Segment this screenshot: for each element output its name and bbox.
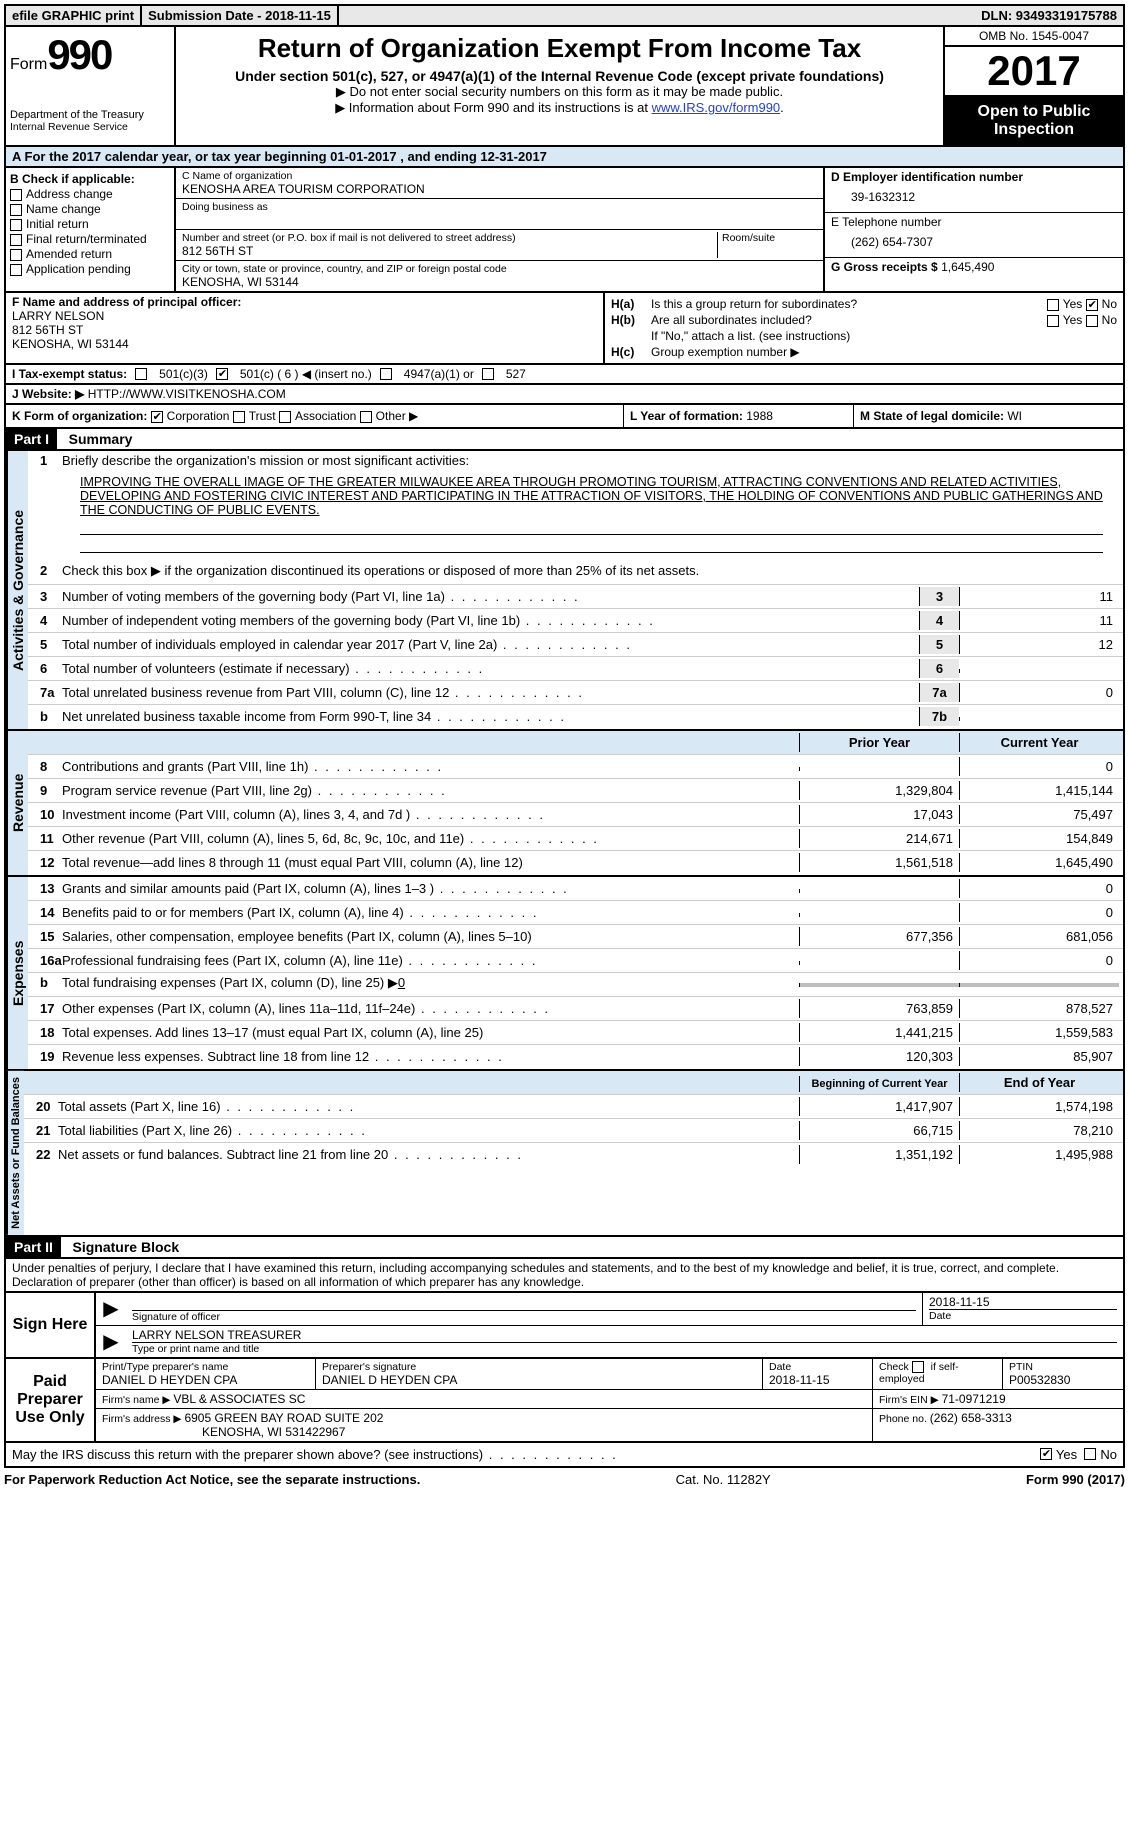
gross-receipts: 1,645,490	[941, 260, 994, 274]
row-i: I Tax-exempt status: 501(c)(3) 501(c) ( …	[4, 365, 1125, 385]
box-f: F Name and address of principal officer:…	[6, 293, 603, 363]
mission-text: IMPROVING THE OVERALL IMAGE OF THE GREAT…	[28, 475, 1123, 517]
section-revenue: Revenue Prior YearCurrent Year 8Contribu…	[4, 731, 1125, 877]
street-cell: Number and street (or P.O. box if mail i…	[176, 230, 823, 261]
sign-here-label: Sign Here	[6, 1293, 96, 1357]
note-link: ▶ Information about Form 990 and its ins…	[186, 100, 933, 116]
page-footer: For Paperwork Reduction Act Notice, see …	[4, 1468, 1125, 1491]
ein: 39-1632312	[831, 184, 1117, 210]
cb-initial-return[interactable]	[10, 219, 22, 231]
telephone: (262) 654-7307	[831, 229, 1117, 255]
dln: DLN: 93493319175788	[975, 6, 1123, 25]
dept-irs: Internal Revenue Service	[10, 121, 170, 133]
arrow-icon: ▶	[96, 1293, 126, 1325]
form-title: Return of Organization Exempt From Incom…	[186, 33, 933, 64]
blank-line	[80, 517, 1103, 535]
cb-ha-no[interactable]	[1086, 299, 1098, 311]
cb-4947[interactable]	[380, 368, 392, 380]
header-left: Form990 Department of the Treasury Inter…	[6, 27, 176, 145]
tab-revenue: Revenue	[6, 731, 28, 875]
part2-header: Part II Signature Block	[4, 1237, 1125, 1259]
paid-preparer-label: Paid Preparer Use Only	[6, 1359, 96, 1441]
row-fh: F Name and address of principal officer:…	[4, 293, 1125, 365]
box-b-title: B Check if applicable:	[10, 172, 170, 186]
efile-label: efile GRAPHIC print	[6, 6, 142, 25]
footer-mid: Cat. No. 11282Y	[676, 1472, 771, 1487]
cb-527[interactable]	[482, 368, 494, 380]
arrow-icon: ▶	[96, 1326, 126, 1357]
section-bcd: B Check if applicable: Address change Na…	[4, 168, 1125, 293]
footer-left: For Paperwork Reduction Act Notice, see …	[4, 1472, 420, 1487]
gross-cell: G Gross receipts $ 1,645,490	[825, 258, 1123, 276]
cb-discuss-no[interactable]	[1084, 1448, 1096, 1460]
city: KENOSHA, WI 53144	[182, 275, 817, 289]
blank-line	[80, 535, 1103, 553]
irs-link[interactable]: www.IRS.gov/form990	[652, 100, 781, 115]
cb-trust[interactable]	[233, 411, 245, 423]
cb-501c[interactable]	[216, 368, 228, 380]
tab-expenses: Expenses	[6, 877, 28, 1069]
dept-treasury: Department of the Treasury	[10, 109, 170, 121]
org-name-cell: C Name of organization KENOSHA AREA TOUR…	[176, 168, 823, 199]
header-center: Return of Organization Exempt From Incom…	[176, 27, 943, 145]
cb-hb-no[interactable]	[1086, 315, 1098, 327]
paid-preparer-block: Paid Preparer Use Only Print/Type prepar…	[4, 1359, 1125, 1443]
discuss-row: May the IRS discuss this return with the…	[4, 1443, 1125, 1468]
cb-final-return[interactable]	[10, 234, 22, 246]
tax-year: 2017	[945, 47, 1123, 97]
cb-ha-yes[interactable]	[1047, 299, 1059, 311]
section-expenses: Expenses 13Grants and similar amounts pa…	[4, 877, 1125, 1071]
box-h: H(a) Is this a group return for subordin…	[603, 293, 1123, 363]
cb-self-employed[interactable]	[912, 1361, 924, 1373]
omb-number: OMB No. 1545-0047	[945, 27, 1123, 47]
city-cell: City or town, state or province, country…	[176, 261, 823, 291]
ein-cell: D Employer identification number 39-1632…	[825, 168, 1123, 213]
cb-discuss-yes[interactable]	[1040, 1448, 1052, 1460]
tel-cell: E Telephone number (262) 654-7307	[825, 213, 1123, 258]
cb-name-change[interactable]	[10, 204, 22, 216]
top-bar: efile GRAPHIC print Submission Date - 20…	[4, 4, 1125, 27]
form-label: Form990	[10, 56, 111, 73]
website: HTTP://WWW.VISITKENOSHA.COM	[88, 387, 286, 401]
header-right: OMB No. 1545-0047 2017 Open to Public In…	[943, 27, 1123, 145]
box-b: B Check if applicable: Address change Na…	[6, 168, 176, 291]
row-a-tax-year: A For the 2017 calendar year, or tax yea…	[4, 147, 1125, 168]
cb-other[interactable]	[360, 411, 372, 423]
tab-governance: Activities & Governance	[6, 451, 28, 729]
org-name: KENOSHA AREA TOURISM CORPORATION	[182, 182, 817, 196]
form-header: Form990 Department of the Treasury Inter…	[4, 27, 1125, 147]
box-c: C Name of organization KENOSHA AREA TOUR…	[176, 168, 823, 291]
street: 812 56TH ST	[182, 244, 717, 258]
cb-application-pending[interactable]	[10, 264, 22, 276]
cb-amended[interactable]	[10, 249, 22, 261]
penalty-text: Under penalties of perjury, I declare th…	[4, 1259, 1125, 1293]
row-k: K Form of organization: Corporation Trus…	[4, 405, 1125, 429]
sign-here-block: Sign Here ▶ Signature of officer 2018-11…	[4, 1293, 1125, 1359]
cb-501c3[interactable]	[135, 368, 147, 380]
part1-header: Part I Summary	[4, 429, 1125, 451]
cb-hb-yes[interactable]	[1047, 315, 1059, 327]
note-ssn: ▶ Do not enter social security numbers o…	[186, 84, 933, 100]
section-net-assets: Net Assets or Fund Balances Beginning of…	[4, 1071, 1125, 1237]
box-d: D Employer identification number 39-1632…	[823, 168, 1123, 291]
open-inspection: Open to Public Inspection	[945, 97, 1123, 145]
submission-date: Submission Date - 2018-11-15	[142, 6, 339, 25]
cb-corporation[interactable]	[151, 411, 163, 423]
footer-right: Form 990 (2017)	[1026, 1472, 1125, 1487]
row-j: J Website: ▶ HTTP://WWW.VISITKENOSHA.COM	[4, 385, 1125, 405]
dba-cell: Doing business as	[176, 199, 823, 230]
section-governance: Activities & Governance 1Briefly describ…	[4, 451, 1125, 731]
cb-address-change[interactable]	[10, 189, 22, 201]
form-subtitle: Under section 501(c), 527, or 4947(a)(1)…	[186, 68, 933, 84]
tab-net-assets: Net Assets or Fund Balances	[6, 1071, 24, 1235]
cb-association[interactable]	[279, 411, 291, 423]
